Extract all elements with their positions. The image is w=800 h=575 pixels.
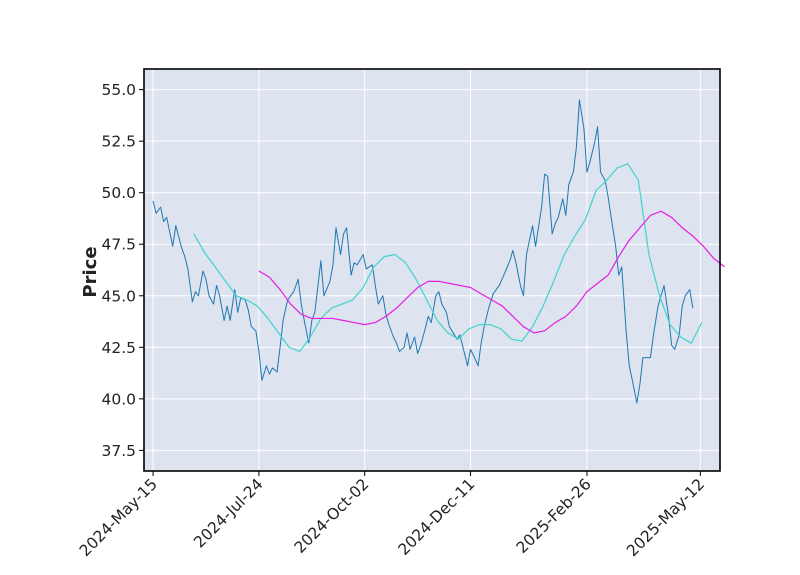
y-tick-label: 55.0 [101, 81, 136, 99]
series-line-2 [193, 163, 703, 353]
series-line-3 [258, 210, 725, 334]
y-axis-title: Price [80, 246, 101, 297]
series-lines [152, 99, 725, 404]
x-tick-label: 2024-Oct-02 [291, 475, 373, 557]
y-tick-label: 47.5 [101, 236, 136, 254]
y-tick-label: 50.0 [101, 184, 136, 202]
y-tick-label: 52.5 [101, 133, 136, 151]
x-axis: 2024-May-15 2024-Jul-24 2024-Oct-02 2024-De… [76, 471, 708, 560]
y-tick-label: 37.5 [101, 442, 136, 460]
y-axis: 37.5 40.0 42.5 45.0 47.5 50.0 52.5 55.0 [101, 81, 144, 460]
y-tick-label: 45.0 [101, 287, 136, 305]
y-tick-label: 40.0 [101, 390, 136, 408]
plot-background [144, 69, 720, 471]
grid-lines [144, 69, 720, 471]
x-tick-label: 2024-May-15 [76, 475, 161, 560]
x-tick-label: 2024-Jul-24 [190, 475, 266, 551]
x-tick-label: 2025-Feb-26 [513, 475, 595, 557]
x-tick-label: 2024-Dec-11 [395, 475, 479, 559]
x-tick-label: 2025-May-12 [623, 475, 708, 560]
y-tick-label: 42.5 [101, 339, 136, 357]
plot-frame [143, 68, 721, 472]
